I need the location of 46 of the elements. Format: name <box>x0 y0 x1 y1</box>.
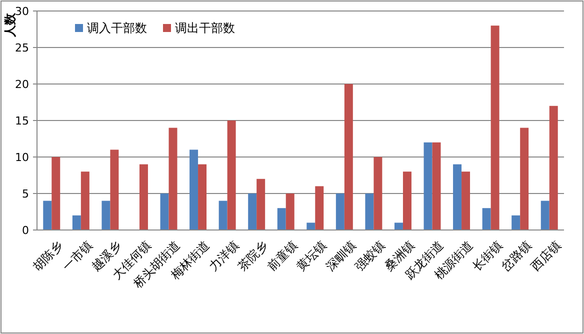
bar <box>80 172 90 230</box>
bar <box>549 106 558 230</box>
bar <box>248 194 257 230</box>
bar <box>490 26 500 230</box>
bar <box>102 200 110 230</box>
bar <box>315 186 324 230</box>
y-tick-label: 0 <box>22 224 29 237</box>
x-tick-label: 胡陈乡 <box>30 238 66 274</box>
bar <box>402 172 412 230</box>
legend-label: 调入干部数 <box>87 21 147 36</box>
y-tick-label: 25 <box>15 41 29 54</box>
bar <box>432 142 441 230</box>
bar <box>227 120 236 230</box>
bar <box>306 222 316 230</box>
bar <box>336 194 344 230</box>
bar <box>482 208 491 230</box>
bar <box>110 150 119 230</box>
bar <box>190 150 198 230</box>
bar <box>72 215 81 230</box>
bar <box>52 157 60 230</box>
bar <box>277 208 286 230</box>
bar <box>453 164 462 230</box>
bar <box>365 194 374 230</box>
bar <box>394 222 403 230</box>
y-tick-label: 30 <box>15 4 29 18</box>
bar <box>374 157 382 230</box>
y-tick-label: 20 <box>15 78 29 91</box>
bar <box>168 128 178 230</box>
bar <box>139 164 148 230</box>
bar <box>344 84 353 230</box>
y-tick-label: 10 <box>15 150 29 164</box>
y-tick-label: 15 <box>15 114 29 128</box>
bar <box>424 142 432 230</box>
bar <box>256 178 266 230</box>
bar <box>286 194 294 230</box>
y-tick-label: 5 <box>22 187 29 200</box>
bar <box>462 172 470 230</box>
bar <box>43 200 52 230</box>
y-axis-title: 人数 <box>3 12 17 38</box>
legend-label: 调出干部数 <box>175 21 235 36</box>
bar <box>540 200 550 230</box>
bar <box>512 215 520 230</box>
bar <box>160 194 169 230</box>
bar <box>520 128 529 230</box>
bar <box>218 200 228 230</box>
bar <box>198 164 207 230</box>
